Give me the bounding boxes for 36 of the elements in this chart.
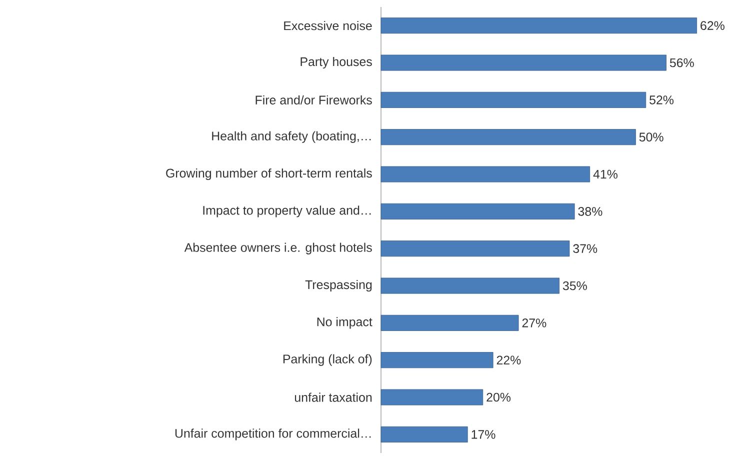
data-label: 27% [522, 318, 546, 328]
data-label: 41% [593, 170, 618, 179]
data-label: 37% [573, 244, 598, 253]
data-label: 17% [472, 430, 496, 439]
y-tick-label: Impact to property value and… [203, 206, 371, 218]
y-tick-label: Fire and/or Fireworks [256, 95, 372, 104]
data-label: 50% [639, 132, 664, 142]
y-tick-label: Parking (lack of) [283, 354, 372, 366]
data-label: 56% [670, 58, 694, 68]
data-label: 35% [562, 281, 587, 290]
y-tick-label: No impact [317, 317, 372, 329]
bar [380, 92, 646, 108]
bar [380, 352, 494, 368]
data-label: 22% [496, 356, 521, 364]
bar [380, 426, 468, 442]
y-tick-label: Trespassing [305, 280, 372, 292]
data-label: 20% [486, 392, 511, 402]
y-tick-label: Health and safety (boating,… [212, 131, 371, 143]
bar [380, 18, 697, 34]
bar [380, 278, 560, 294]
bar [380, 129, 636, 146]
bar [380, 203, 575, 220]
y-tick-label: Party houses [300, 56, 372, 69]
data-label: 52% [650, 96, 674, 104]
y-tick-label: Excessive noise [284, 21, 372, 30]
data-label: 38% [578, 207, 602, 216]
y-tick-label: Absentee owners i.e. ghost hotels [184, 242, 372, 254]
bar [380, 166, 590, 182]
data-label: 62% [700, 21, 724, 30]
bar [380, 314, 519, 331]
y-tick-label: Growing number of short-term rentals [166, 168, 372, 180]
bar [380, 389, 484, 406]
bar [380, 240, 570, 257]
y-tick-label: unfair taxation [294, 392, 372, 402]
y-tick-label: Unfair competition for commercial… [175, 428, 371, 440]
bar [380, 54, 666, 71]
